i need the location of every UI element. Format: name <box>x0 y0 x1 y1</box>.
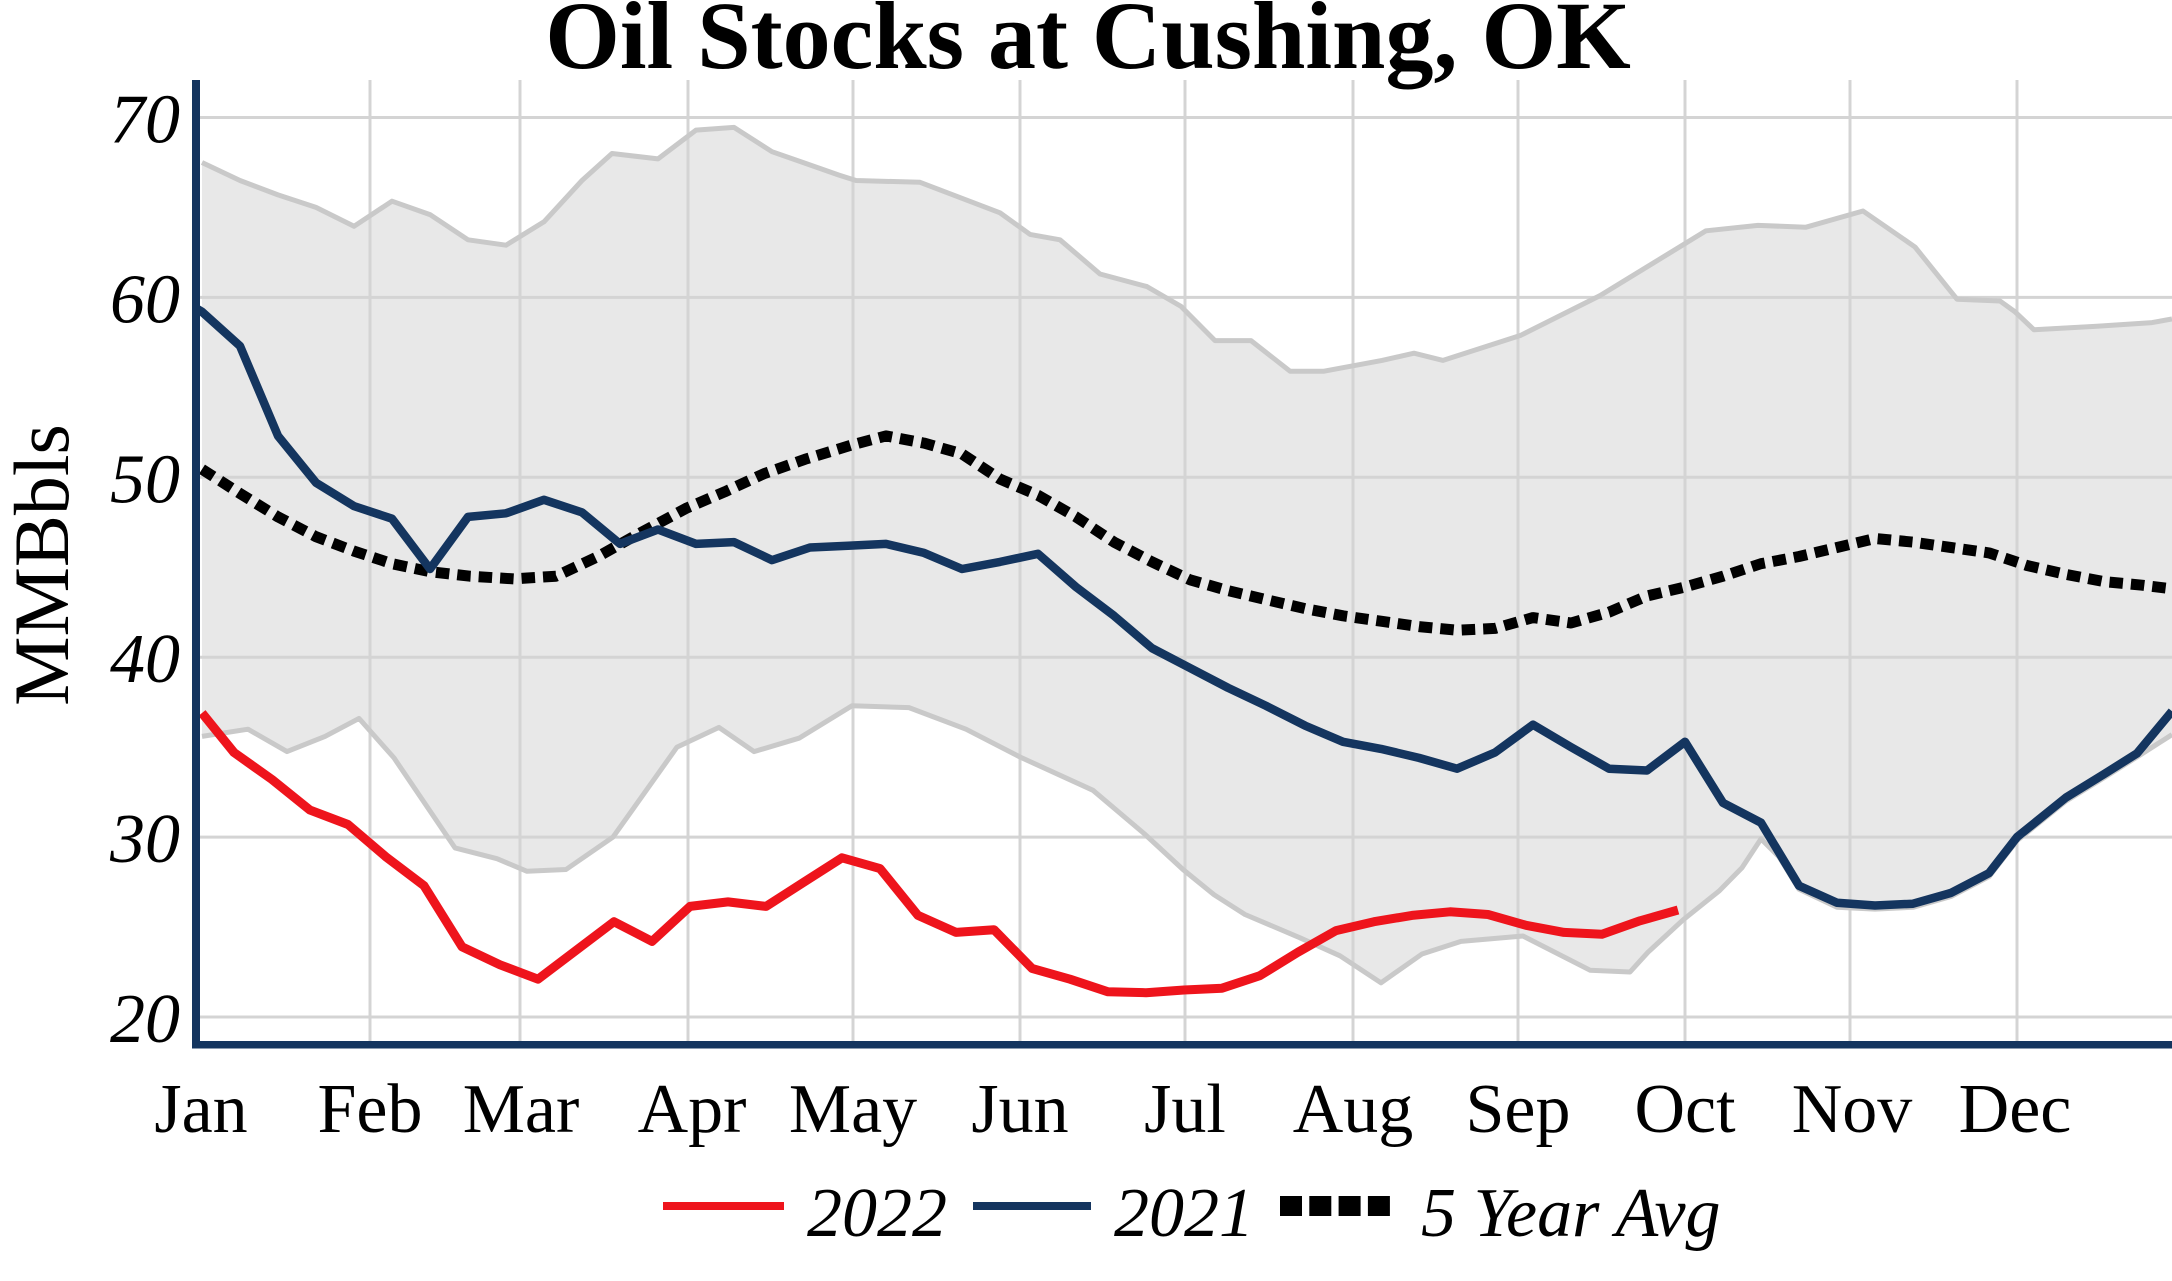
svg-text:30: 30 <box>109 801 180 878</box>
svg-text:Oct: Oct <box>1634 1071 1736 1148</box>
svg-text:May: May <box>789 1071 917 1148</box>
svg-text:5 Year Avg: 5 Year Avg <box>1421 1175 1721 1252</box>
svg-text:Aug: Aug <box>1293 1071 1414 1148</box>
svg-text:MMBbls: MMBbls <box>0 424 85 706</box>
svg-text:Dec: Dec <box>1959 1071 2072 1148</box>
svg-text:Apr: Apr <box>638 1071 747 1148</box>
svg-text:2021: 2021 <box>1114 1175 1254 1252</box>
svg-text:Jun: Jun <box>971 1071 1068 1148</box>
svg-text:Jan: Jan <box>154 1071 247 1148</box>
svg-text:20: 20 <box>110 981 180 1058</box>
svg-text:2022: 2022 <box>807 1175 947 1252</box>
svg-text:Jul: Jul <box>1144 1071 1226 1148</box>
svg-text:Mar: Mar <box>463 1071 580 1148</box>
svg-text:70: 70 <box>110 82 180 159</box>
svg-text:Feb: Feb <box>318 1071 423 1148</box>
svg-text:Oil Stocks at Cushing, OK: Oil Stocks at Cushing, OK <box>545 0 1631 89</box>
svg-text:Sep: Sep <box>1466 1071 1571 1148</box>
svg-text:50: 50 <box>110 441 180 518</box>
svg-text:60: 60 <box>110 261 180 338</box>
svg-text:Nov: Nov <box>1792 1071 1913 1148</box>
svg-text:40: 40 <box>110 621 180 698</box>
